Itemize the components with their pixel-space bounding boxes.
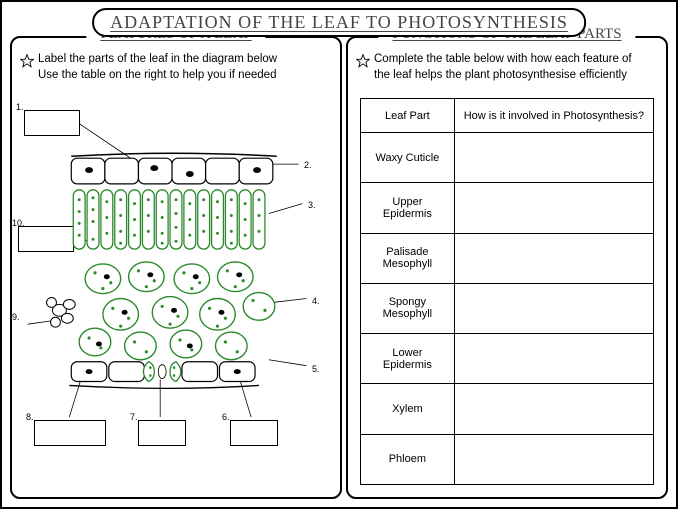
features-instruction-line1: Label the parts of the leaf in the diagr… bbox=[38, 53, 277, 65]
table-row: Waxy Cuticle bbox=[361, 133, 654, 183]
table-row: Spongy Mesophyll bbox=[361, 283, 654, 333]
functions-table: Leaf Part How is it involved in Photosyn… bbox=[360, 98, 654, 485]
header-leaf-part: Leaf Part bbox=[361, 99, 455, 133]
leaf-diagram-area: 1. 10. 9. 8. 7. 6. 2. 3. 4. 5. bbox=[12, 100, 340, 497]
features-instruction-row: Label the parts of the leaf in the diagr… bbox=[12, 38, 340, 83]
star-icon bbox=[356, 54, 370, 68]
table-row: Lower Epidermis bbox=[361, 334, 654, 384]
star-icon bbox=[20, 54, 34, 68]
cell-part: Phloem bbox=[361, 434, 455, 484]
functions-instruction-line1: Complete the table below with how each f… bbox=[374, 53, 632, 65]
leaf-cross-section-svg bbox=[12, 100, 340, 497]
cell-func[interactable] bbox=[454, 183, 653, 233]
main-title: ADAPTATION OF THE LEAF TO PHOTOSYNTHESIS bbox=[110, 12, 568, 33]
functions-instruction-row: Complete the table below with how each f… bbox=[348, 38, 666, 83]
cell-part: Upper Epidermis bbox=[361, 183, 455, 233]
features-panel: FEATURES OF A LEAF Label the parts of th… bbox=[10, 36, 342, 499]
header-function: How is it involved in Photosynthesis? bbox=[454, 99, 653, 133]
cell-part: Palisade Mesophyll bbox=[361, 233, 455, 283]
cell-part: Waxy Cuticle bbox=[361, 133, 455, 183]
panels-row: FEATURES OF A LEAF Label the parts of th… bbox=[10, 36, 668, 499]
table-row: Phloem bbox=[361, 434, 654, 484]
cell-func[interactable] bbox=[454, 233, 653, 283]
table-header-row: Leaf Part How is it involved in Photosyn… bbox=[361, 99, 654, 133]
cell-func[interactable] bbox=[454, 434, 653, 484]
functions-table-wrap: Leaf Part How is it involved in Photosyn… bbox=[360, 98, 654, 485]
features-instruction: Label the parts of the leaf in the diagr… bbox=[38, 52, 277, 83]
cell-func[interactable] bbox=[454, 133, 653, 183]
cell-part: Lower Epidermis bbox=[361, 334, 455, 384]
cell-func[interactable] bbox=[454, 384, 653, 434]
main-title-container: ADAPTATION OF THE LEAF TO PHOTOSYNTHESIS bbox=[92, 8, 586, 37]
features-instruction-line2: Use the table on the right to help you i… bbox=[38, 69, 276, 81]
worksheet-page: ADAPTATION OF THE LEAF TO PHOTOSYNTHESIS… bbox=[0, 0, 678, 509]
table-row: Palisade Mesophyll bbox=[361, 233, 654, 283]
functions-instruction-line2: the leaf helps the plant photosynthesise… bbox=[374, 69, 627, 81]
functions-panel: FUNCTIONS OF THE LEAF PARTS Complete the… bbox=[346, 36, 668, 499]
cell-part: Spongy Mesophyll bbox=[361, 283, 455, 333]
table-row: Upper Epidermis bbox=[361, 183, 654, 233]
table-row: Xylem bbox=[361, 384, 654, 434]
functions-instruction: Complete the table below with how each f… bbox=[374, 52, 632, 83]
cell-func[interactable] bbox=[454, 334, 653, 384]
cell-func[interactable] bbox=[454, 283, 653, 333]
cell-part: Xylem bbox=[361, 384, 455, 434]
